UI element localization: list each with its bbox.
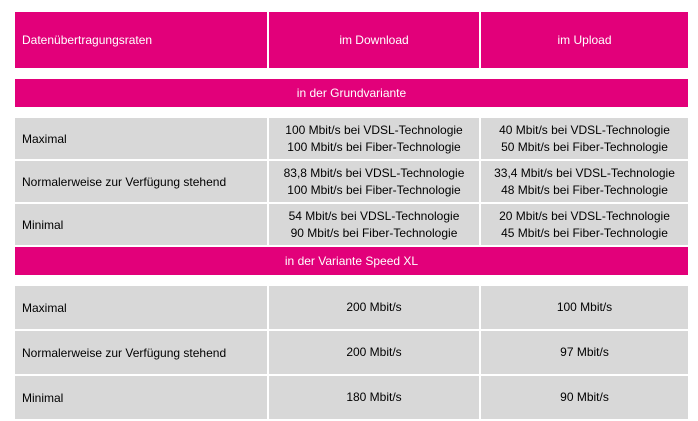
table-row: Maximal 100 Mbit/s bei VDSL-Technologie … bbox=[13, 116, 690, 161]
row-label: Minimal bbox=[13, 374, 269, 421]
cell-line: 48 Mbit/s bei Fiber-Technologie bbox=[501, 182, 668, 197]
cell-line: 100 Mbit/s bei Fiber-Technologie bbox=[287, 139, 461, 154]
header-download: im Download bbox=[267, 10, 481, 70]
cell-line: 45 Mbit/s bei Fiber-Technologie bbox=[501, 225, 668, 240]
download-cell: 200 Mbit/s bbox=[267, 329, 481, 376]
download-cell: 180 Mbit/s bbox=[267, 374, 481, 421]
upload-cell: 90 Mbit/s bbox=[479, 374, 690, 421]
table-row: Minimal 180 Mbit/s 90 Mbit/s bbox=[13, 374, 690, 421]
row-label: Maximal bbox=[13, 284, 269, 331]
cell-line: 90 Mbit/s bei Fiber-Technologie bbox=[290, 225, 458, 240]
section-header-basic: in der Grundvariante bbox=[13, 77, 690, 109]
row-label: Maximal bbox=[13, 116, 269, 161]
table-row: Normalerweise zur Verfügung stehend 83,8… bbox=[13, 159, 690, 204]
table-header-row: Datenübertragungsraten im Download im Up… bbox=[13, 10, 690, 70]
download-cell: 83,8 Mbit/s bei VDSL-Technologie 100 Mbi… bbox=[267, 159, 481, 204]
upload-cell: 100 Mbit/s bbox=[479, 284, 690, 331]
upload-cell: 97 Mbit/s bbox=[479, 329, 690, 376]
row-label: Minimal bbox=[13, 202, 269, 247]
cell-line: 40 Mbit/s bei VDSL-Technologie bbox=[499, 122, 670, 137]
table-row: Minimal 54 Mbit/s bei VDSL-Technologie 9… bbox=[13, 202, 690, 247]
download-cell: 54 Mbit/s bei VDSL-Technologie 90 Mbit/s… bbox=[267, 202, 481, 247]
data-rates-table: Datenübertragungsraten im Download im Up… bbox=[13, 10, 690, 421]
row-label: Normalerweise zur Verfügung stehend bbox=[13, 159, 269, 204]
table-row: Maximal 200 Mbit/s 100 Mbit/s bbox=[13, 284, 690, 331]
cell-line: 54 Mbit/s bei VDSL-Technologie bbox=[288, 208, 460, 223]
section-title-speed-xl: in der Variante Speed XL bbox=[13, 245, 690, 277]
cell-line: 50 Mbit/s bei Fiber-Technologie bbox=[501, 139, 668, 154]
header-upload: im Upload bbox=[479, 10, 690, 70]
header-rates: Datenübertragungsraten bbox=[13, 10, 269, 70]
table-row: Normalerweise zur Verfügung stehend 200 … bbox=[13, 329, 690, 376]
cell-line: 83,8 Mbit/s bei VDSL-Technologie bbox=[283, 165, 465, 180]
download-cell: 200 Mbit/s bbox=[267, 284, 481, 331]
upload-cell: 40 Mbit/s bei VDSL-Technologie 50 Mbit/s… bbox=[479, 116, 690, 161]
upload-cell: 33,4 Mbit/s bei VDSL-Technologie 48 Mbit… bbox=[479, 159, 690, 204]
download-cell: 100 Mbit/s bei VDSL-Technologie 100 Mbit… bbox=[267, 116, 481, 161]
cell-line: 100 Mbit/s bei Fiber-Technologie bbox=[287, 182, 461, 197]
row-label: Normalerweise zur Verfügung stehend bbox=[13, 329, 269, 376]
cell-line: 20 Mbit/s bei VDSL-Technologie bbox=[499, 208, 670, 223]
upload-cell: 20 Mbit/s bei VDSL-Technologie 45 Mbit/s… bbox=[479, 202, 690, 247]
cell-line: 100 Mbit/s bei VDSL-Technologie bbox=[285, 122, 463, 137]
section-title-basic: in der Grundvariante bbox=[13, 77, 690, 109]
cell-line: 33,4 Mbit/s bei VDSL-Technologie bbox=[494, 165, 675, 180]
section-header-speed-xl: in der Variante Speed XL bbox=[13, 245, 690, 277]
